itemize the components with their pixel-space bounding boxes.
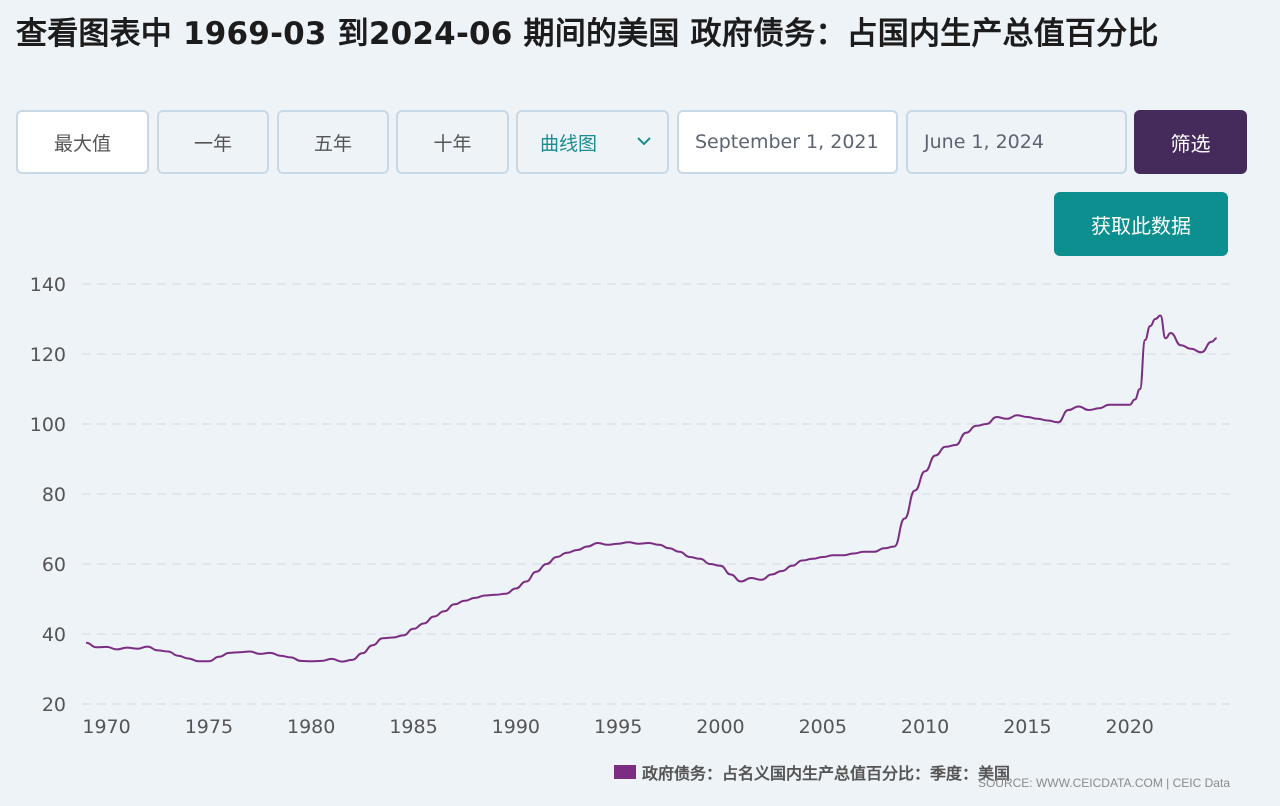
x-tick-label: 2020 [1106, 716, 1154, 738]
chevron-down-icon [637, 137, 651, 146]
y-axis-ticks: 20 40 60 80 100 120 140 [30, 274, 66, 716]
end-date-input[interactable]: June 1, 2024 [906, 110, 1127, 174]
y-tick-label: 60 [42, 554, 66, 576]
legend-label: 政府债务：占名义国内生产总值百分比：季度：美国 [642, 764, 1011, 783]
range-10y-button[interactable]: 十年 [396, 110, 509, 174]
x-tick-label: 1990 [492, 716, 540, 738]
x-tick-label: 1970 [82, 716, 130, 738]
range-1y-button[interactable]: 一年 [157, 110, 269, 174]
y-tick-label: 120 [30, 344, 66, 366]
grid-lines [82, 283, 1230, 705]
y-tick-label: 40 [42, 624, 66, 646]
chart-type-select[interactable]: 曲线图 [516, 110, 669, 174]
source-text: SOURCE: WWW.CEICDATA.COM | CEIC Data [977, 776, 1230, 790]
x-tick-label: 2000 [696, 716, 744, 738]
y-tick-label: 100 [30, 414, 66, 436]
y-tick-label: 80 [42, 484, 66, 506]
series-line [86, 314, 1217, 663]
page-title: 查看图表中 1969-03 到2024-06 期间的美国 政府债务：占国内生产总… [16, 16, 1159, 52]
range-5y-button[interactable]: 五年 [277, 110, 389, 174]
range-max-button[interactable]: 最大值 [16, 110, 149, 174]
filter-button[interactable]: 筛选 [1134, 110, 1247, 174]
x-tick-label: 1995 [594, 716, 642, 738]
legend-swatch [614, 765, 636, 779]
start-date-input[interactable]: September 1, 2021 [677, 110, 898, 174]
x-tick-label: 1975 [185, 716, 233, 738]
x-tick-label: 1980 [287, 716, 335, 738]
x-tick-label: 2005 [799, 716, 847, 738]
series-lines [86, 314, 1217, 663]
x-axis-ticks: 1970 1975 1980 1985 1990 1995 2000 2005 2010 2015… [82, 716, 1154, 738]
y-tick-label: 140 [30, 274, 66, 296]
x-tick-label: 1985 [389, 716, 437, 738]
legend: 政府债务：占名义国内生产总值百分比：季度：美国 [614, 760, 1010, 784]
x-tick-label: 2010 [901, 716, 949, 738]
y-tick-label: 20 [42, 694, 66, 716]
x-tick-label: 2015 [1003, 716, 1051, 738]
get-data-button[interactable]: 获取此数据 [1054, 192, 1228, 256]
chart-type-label: 曲线图 [540, 132, 598, 155]
